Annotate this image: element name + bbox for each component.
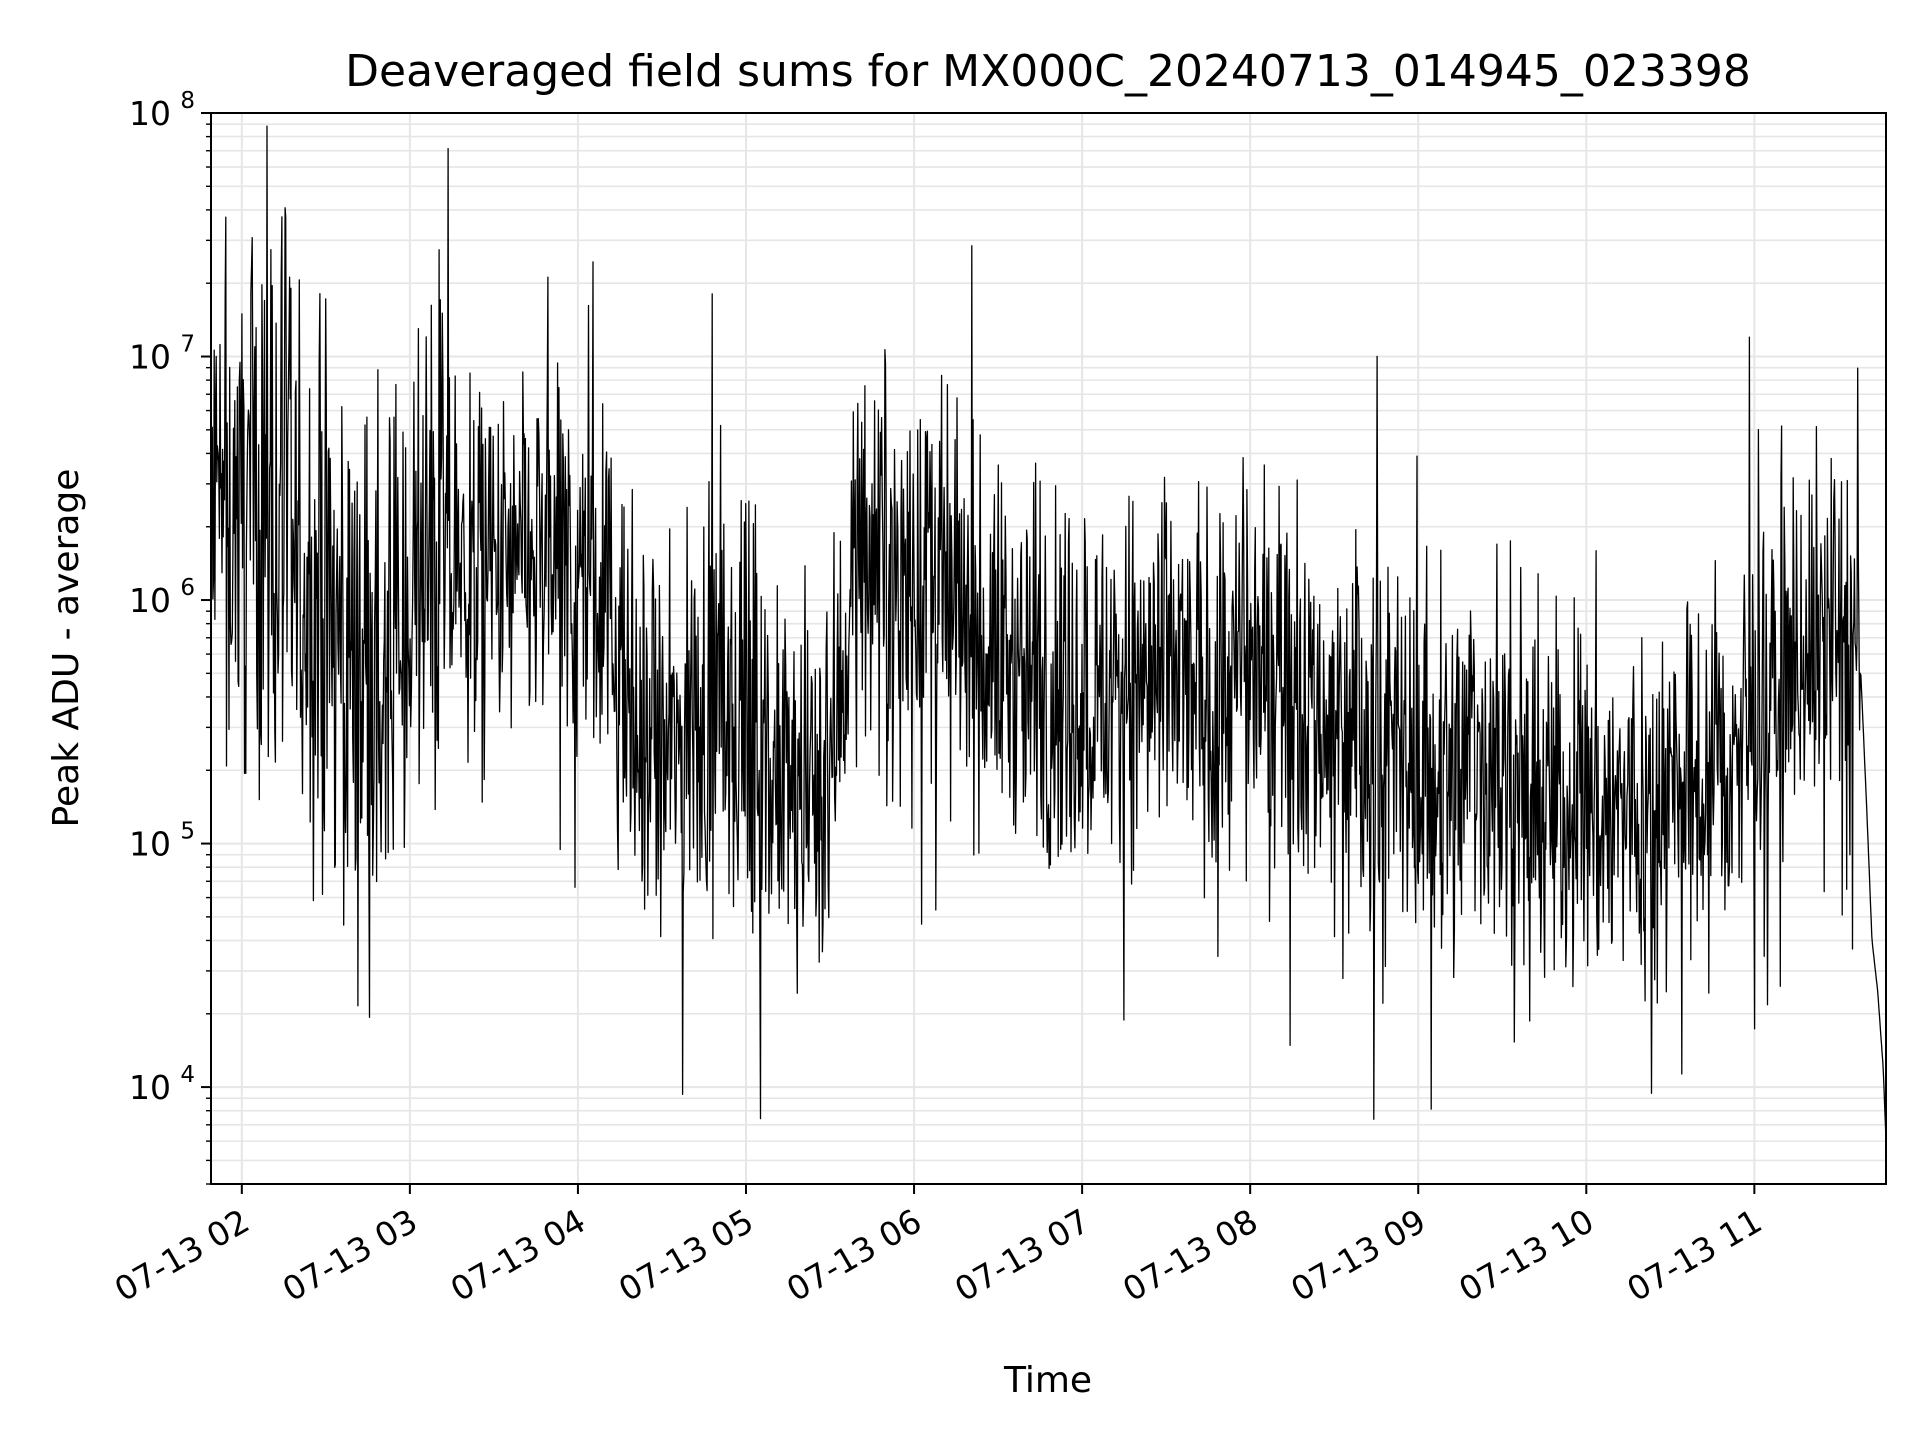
y-tick-exponent: 8 — [180, 88, 195, 114]
series-line — [211, 125, 1886, 1142]
x-axis-label: Time — [1003, 1360, 1092, 1401]
y-tick-label: 10 — [129, 94, 171, 133]
series-layer — [211, 125, 1886, 1142]
y-tick-exponent: 7 — [180, 332, 195, 358]
y-axis-label: Peak ADU - average — [46, 469, 87, 828]
chart-title: Deaveraged field sums for MX000C_2024071… — [345, 46, 1751, 97]
y-tick-exponent: 4 — [180, 1062, 195, 1088]
y-tick-exponent: 6 — [180, 575, 195, 601]
plot-frame — [210, 112, 1887, 1185]
y-tick-label: 10 — [129, 581, 171, 620]
y-tick-label: 10 — [129, 338, 171, 377]
grid — [211, 113, 1886, 1185]
y-tick-label: 10 — [129, 825, 171, 864]
y-tick-label: 10 — [129, 1068, 171, 1107]
y-axis: 10 4 10 5 10 6 10 7 10 8 — [129, 88, 211, 1185]
y-tick-exponent: 5 — [180, 819, 195, 845]
